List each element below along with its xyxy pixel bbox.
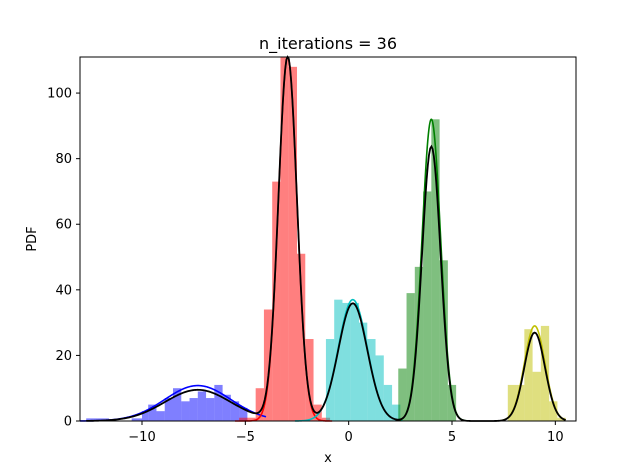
hist-bar-0-5 — [156, 411, 165, 421]
y-tick-label: 80 — [55, 152, 72, 167]
hist-bar-4-4 — [540, 325, 550, 421]
hist-bar-1-2 — [263, 309, 273, 421]
y-tick-label: 20 — [55, 349, 72, 364]
hist-bar-0-11 — [206, 398, 215, 421]
x-axis-label: x — [324, 451, 332, 466]
y-tick-label: 60 — [55, 218, 72, 233]
hist-bar-2-5 — [367, 339, 376, 421]
hist-bar-3-0 — [398, 368, 407, 421]
chart-title: n_iterations = 36 — [259, 34, 397, 54]
hist-bar-0-6 — [164, 398, 173, 421]
y-axis-ticks: 0 20 40 60 80 100 — [47, 87, 80, 430]
plot-frame — [79, 56, 577, 422]
hist-bar-1-1 — [255, 388, 264, 421]
hist-bar-1-0 — [239, 417, 256, 421]
hist-bar-0-13 — [222, 394, 231, 421]
hist-bar-0-7 — [173, 388, 182, 421]
hist-bar-2-4 — [359, 322, 368, 421]
x-tick-label: −5 — [236, 430, 255, 445]
hist-bar-3-5 — [439, 260, 448, 421]
hist-bar-4-2 — [524, 329, 533, 421]
x-axis-ticks: −10 −5 0 5 10 — [128, 421, 564, 445]
histogram-layer — [86, 57, 566, 422]
x-tick-label: 10 — [547, 430, 564, 445]
hist-bar-0-12 — [214, 384, 223, 421]
hist-bar-0-3 — [142, 411, 149, 421]
hist-bar-4-5 — [549, 401, 558, 421]
hist-bar-0-8 — [181, 401, 190, 421]
y-tick-label: 0 — [64, 415, 72, 430]
hist-bar-3-6 — [447, 384, 457, 421]
hist-bar-3-2 — [414, 266, 424, 421]
hist-bar-2-6 — [375, 355, 384, 421]
hist-bar-0-0 — [86, 418, 98, 421]
hist-bar-0-15 — [239, 407, 248, 421]
hist-bar-1-5 — [288, 66, 297, 422]
hist-bar-1-6 — [297, 253, 306, 421]
x-tick-label: −10 — [128, 430, 155, 445]
hist-bar-2-1 — [334, 299, 343, 421]
y-tick-label: 100 — [47, 87, 72, 102]
hist-bar-0-10 — [197, 391, 207, 421]
hist-bar-4-0 — [507, 384, 517, 421]
hist-bar-0-9 — [189, 398, 198, 421]
hist-bar-4-1 — [516, 384, 525, 421]
hist-bar-2-0 — [325, 339, 335, 421]
hist-bar-0-14 — [230, 401, 240, 421]
y-tick-label: 40 — [55, 283, 72, 298]
hist-bar-1-7 — [305, 339, 314, 421]
hist-bar-2-8 — [392, 404, 401, 421]
hist-bar-2-3 — [350, 302, 359, 421]
hist-bar-4-3 — [532, 371, 541, 421]
hist-bar-4-6 — [557, 417, 566, 421]
y-axis-label: PDF — [25, 226, 40, 251]
x-tick-label: 5 — [448, 430, 456, 445]
hist-bar-3-4 — [431, 119, 440, 421]
x-tick-label: 0 — [345, 430, 353, 445]
hist-bar-2-2 — [342, 302, 351, 421]
hist-bar-0-4 — [148, 404, 157, 421]
hist-bar-1-3 — [272, 181, 281, 421]
hist-bar-2-7 — [383, 384, 393, 421]
hist-bar-3-1 — [406, 293, 415, 421]
hist-bar-3-3 — [423, 191, 432, 421]
hist-bar-1-4 — [280, 57, 289, 421]
hist-bar-0-2 — [131, 418, 142, 421]
